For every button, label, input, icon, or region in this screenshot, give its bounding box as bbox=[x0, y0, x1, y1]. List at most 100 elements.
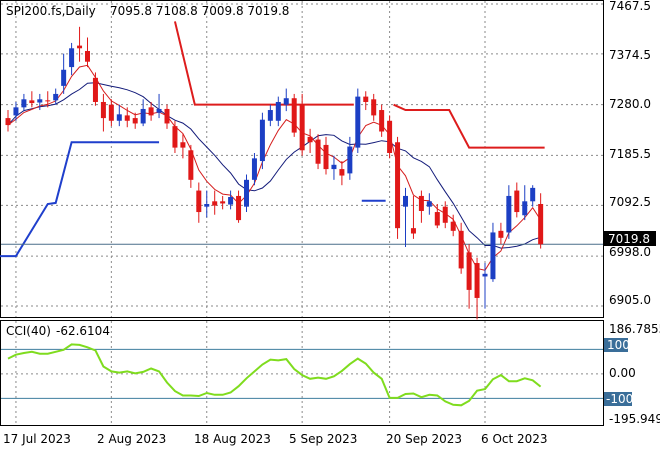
bearish-candle bbox=[85, 50, 90, 62]
bullish-candle bbox=[506, 195, 512, 233]
bearish-candle bbox=[379, 110, 385, 132]
price-axis: 7467.5 7374.5 7280.0 7185.5 7092.5 6998.… bbox=[604, 0, 656, 307]
bullish-candle bbox=[259, 119, 265, 162]
bullish-candle bbox=[331, 164, 337, 170]
current-price-label: 7019.8 bbox=[608, 232, 650, 246]
trailing-stop-line bbox=[173, 21, 354, 106]
bearish-candle bbox=[363, 96, 369, 102]
bearish-candle bbox=[323, 144, 329, 170]
bullish-candle bbox=[347, 146, 353, 174]
cci-tick-label: 186.7855 bbox=[609, 322, 660, 336]
bullish-candle bbox=[275, 101, 281, 121]
bearish-candle bbox=[299, 104, 305, 151]
bearish-candle bbox=[188, 150, 194, 180]
price-tick-label: 6905.0 bbox=[609, 293, 651, 307]
cci-level-tag bbox=[604, 338, 628, 352]
date-tick-label: 6 Oct 2023 bbox=[481, 432, 548, 446]
cci-value: -62.6104 bbox=[56, 324, 110, 338]
date-tick-label: 5 Sep 2023 bbox=[289, 432, 357, 446]
bullish-candle bbox=[53, 93, 59, 101]
bearish-candle bbox=[180, 142, 186, 148]
cci-line bbox=[7, 343, 542, 407]
ohlc-values: 7095.8 7108.8 7009.8 7019.8 bbox=[110, 4, 289, 18]
bearish-candle bbox=[307, 136, 313, 143]
grid bbox=[1, 1, 603, 425]
cci-level-tag bbox=[604, 392, 632, 406]
bullish-candle bbox=[522, 201, 528, 216]
bearish-candle bbox=[387, 120, 393, 153]
bullish-candle bbox=[283, 98, 289, 105]
price-tick-label: 7092.5 bbox=[609, 195, 651, 209]
date-tick-label: 18 Aug 2023 bbox=[194, 432, 271, 446]
symbol-label: SPI200.fs,Daily bbox=[6, 4, 96, 18]
trailing-stop-line bbox=[393, 103, 545, 149]
bearish-candle bbox=[514, 190, 520, 213]
bearish-candle bbox=[450, 221, 456, 231]
bearish-candle bbox=[371, 99, 377, 116]
bullish-candle bbox=[228, 197, 234, 205]
date-tick-label: 2 Aug 2023 bbox=[97, 432, 166, 446]
bullish-candle bbox=[267, 110, 273, 121]
bearish-candle bbox=[220, 201, 226, 204]
cci-tick-label: 100 bbox=[607, 338, 630, 352]
bullish-candle bbox=[61, 69, 67, 86]
bullish-candle bbox=[490, 232, 496, 280]
bullish-candle bbox=[482, 273, 488, 277]
bearish-candle bbox=[196, 190, 202, 213]
bearish-candle bbox=[418, 195, 424, 211]
bullish-candle bbox=[204, 203, 210, 207]
bearish-candle bbox=[100, 101, 106, 119]
bearish-candle bbox=[442, 206, 448, 223]
bullish-candle bbox=[403, 195, 408, 207]
date-axis: 17 Jul 2023 2 Aug 2023 18 Aug 2023 5 Sep… bbox=[3, 432, 548, 446]
bearish-candle bbox=[538, 203, 544, 245]
price-tick-label: 7185.5 bbox=[609, 147, 651, 161]
bearish-candle bbox=[474, 263, 480, 298]
bearish-candle bbox=[77, 45, 83, 49]
bullish-candle bbox=[69, 48, 75, 68]
price-series bbox=[0, 21, 603, 320]
bearish-candle bbox=[236, 195, 242, 221]
bullish-candle bbox=[355, 96, 361, 148]
indicator-panel-frame bbox=[0, 320, 604, 426]
bearish-candle bbox=[458, 230, 464, 269]
cci-series bbox=[7, 343, 542, 407]
current-price-tag bbox=[604, 231, 656, 246]
price-tick-label: 7467.5 bbox=[609, 0, 651, 13]
bullish-candle bbox=[244, 179, 249, 207]
bearish-candle bbox=[132, 118, 138, 124]
bullish-candle bbox=[251, 158, 257, 180]
date-tick-label: 20 Sep 2023 bbox=[386, 432, 462, 446]
date-tick-label: 17 Jul 2023 bbox=[3, 432, 71, 446]
bearish-candle bbox=[395, 142, 401, 229]
bullish-candle bbox=[530, 187, 536, 202]
price-panel-frame bbox=[0, 0, 604, 318]
bearish-candle bbox=[108, 104, 114, 121]
bearish-candle bbox=[45, 100, 51, 102]
bearish-candle bbox=[148, 107, 154, 116]
bearish-candle bbox=[172, 126, 178, 148]
bearish-candle bbox=[339, 169, 345, 176]
bullish-candle bbox=[156, 108, 162, 113]
price-tick-label: 6998.0 bbox=[609, 245, 651, 259]
bullish-candle bbox=[13, 107, 19, 116]
cci-tick-label: -100 bbox=[606, 392, 633, 406]
price-tick-label: 7280.0 bbox=[609, 97, 651, 111]
bearish-candle bbox=[498, 230, 504, 238]
bearish-candle bbox=[434, 212, 440, 226]
cci-tick-label: 0.00 bbox=[609, 366, 636, 380]
bullish-candle bbox=[21, 99, 27, 108]
bearish-candle bbox=[124, 115, 130, 121]
bearish-candle bbox=[164, 108, 170, 124]
bullish-candle bbox=[37, 99, 43, 103]
bearish-candle bbox=[92, 77, 98, 102]
bearish-candle bbox=[410, 228, 416, 234]
bearish-candle bbox=[29, 100, 35, 104]
bullish-candle bbox=[140, 108, 146, 124]
trailing-stop-line bbox=[0, 141, 160, 258]
bearish-candle bbox=[466, 252, 472, 290]
